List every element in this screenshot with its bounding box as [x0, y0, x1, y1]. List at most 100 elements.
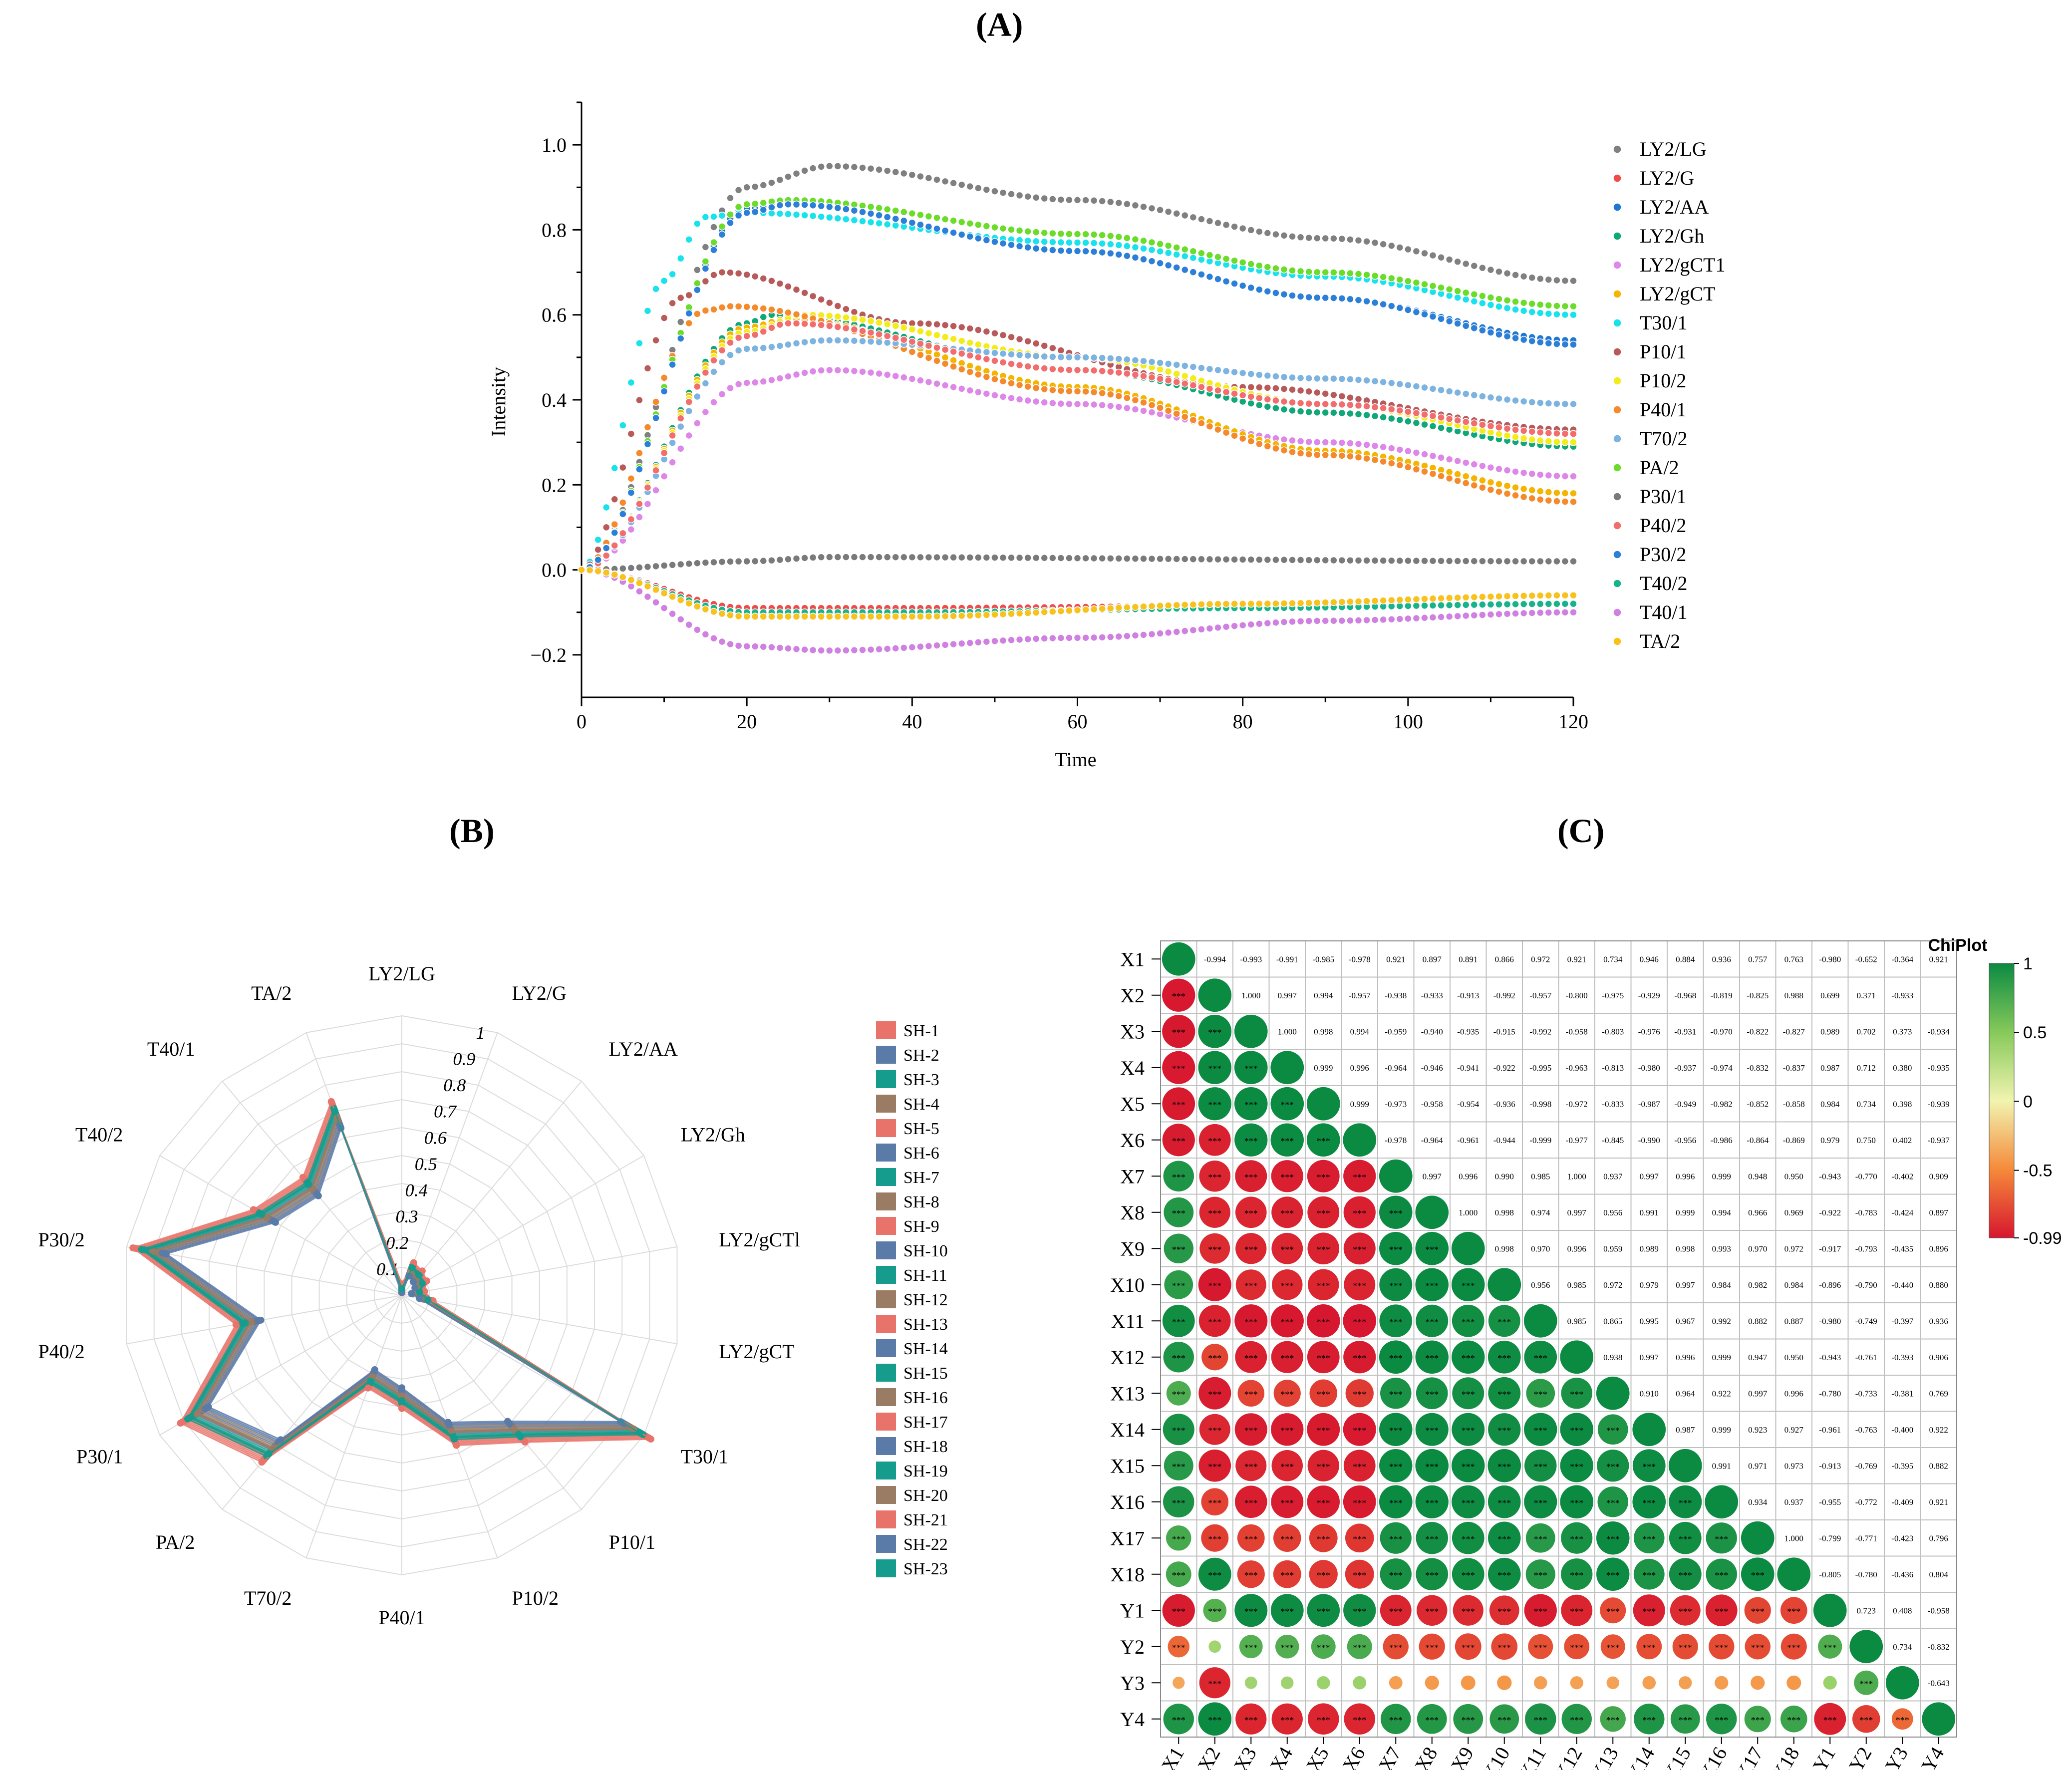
correlation-circle	[1525, 1523, 1555, 1553]
correlation-circle	[1343, 1413, 1376, 1446]
legend-marker	[1613, 376, 1622, 385]
radar-spoke	[159, 1155, 402, 1296]
correlation-value: -0.958	[1928, 1606, 1950, 1615]
data-point	[941, 381, 949, 389]
correlation-cell: ***	[1311, 1634, 1336, 1659]
data-point	[991, 349, 999, 357]
data-point	[776, 210, 784, 218]
data-point	[1148, 555, 1156, 563]
radar-legend-label: SH-19	[903, 1462, 948, 1480]
correlation-value: -0.858	[1783, 1099, 1805, 1109]
data-point	[1049, 344, 1057, 352]
data-point	[1437, 284, 1445, 292]
data-point	[1015, 381, 1024, 389]
correlation-circle	[1173, 1677, 1185, 1689]
correlation-value: 0.997	[1567, 1208, 1587, 1217]
data-point	[1503, 466, 1511, 475]
data-point	[842, 612, 850, 620]
data-point	[875, 166, 883, 174]
data-point	[1561, 599, 1569, 608]
radar-legend-swatch	[876, 1364, 896, 1382]
significance-mark: ***	[1280, 1208, 1294, 1218]
correlation-value: -0.400	[1891, 1425, 1913, 1435]
data-point	[1238, 599, 1247, 608]
correlation-value: -0.941	[1457, 1063, 1479, 1073]
data-point	[1065, 634, 1073, 642]
data-point	[1519, 335, 1528, 344]
data-point	[1387, 274, 1396, 283]
data-point	[643, 307, 652, 315]
data-point	[1371, 557, 1379, 565]
data-point	[1313, 400, 1321, 408]
correlation-cell: ***	[1271, 1160, 1303, 1192]
data-point	[1404, 381, 1412, 389]
data-point	[1247, 399, 1255, 407]
data-point	[602, 569, 610, 577]
data-point	[1553, 276, 1561, 285]
significance-mark: ***	[1208, 1244, 1221, 1254]
radar-axis-label: LY2/gCTl	[719, 1228, 800, 1251]
data-point	[1272, 599, 1280, 607]
data-point	[1263, 403, 1272, 411]
data-point	[1346, 452, 1354, 461]
series-P40/2	[578, 319, 1577, 574]
correlation-value: -0.999	[1529, 1136, 1551, 1145]
significance-mark: ***	[1280, 1534, 1294, 1544]
data-point	[602, 523, 610, 532]
legend-label: LY2/gCT	[1640, 283, 1716, 305]
correlation-circle	[1488, 1521, 1521, 1554]
data-point	[1346, 295, 1354, 303]
correlation-value: 0.996	[1567, 1244, 1586, 1253]
data-point	[1479, 326, 1486, 334]
radar-spoke	[126, 1246, 402, 1296]
data-point	[809, 292, 817, 300]
correlation-cell: ***	[1452, 1304, 1484, 1337]
correlation-value: -0.435	[1891, 1244, 1913, 1253]
correlation-circle	[1163, 1486, 1194, 1517]
radar-point	[142, 1246, 149, 1254]
data-point	[1445, 557, 1454, 565]
data-point	[1536, 557, 1544, 566]
data-point	[1098, 554, 1106, 563]
colorbar-tick-label: 0	[2023, 1092, 2033, 1111]
correlation-value: 0.997	[1640, 1172, 1659, 1181]
correlation-value: 0.763	[1784, 954, 1803, 964]
radar-legend-swatch	[876, 1192, 896, 1210]
data-point	[1313, 617, 1321, 625]
correlation-circle	[1199, 1196, 1230, 1228]
data-point	[1007, 226, 1015, 234]
data-point	[1098, 354, 1106, 362]
significance-mark: ***	[1208, 1136, 1221, 1146]
correlation-value: 0.994	[1350, 1027, 1370, 1036]
data-point	[734, 333, 743, 342]
correlation-value: 0.967	[1676, 1316, 1695, 1326]
data-point	[1305, 234, 1313, 242]
radar-legend-label: SH-1	[903, 1022, 939, 1040]
significance-mark: ***	[1606, 1426, 1620, 1436]
correlation-circle	[1306, 1087, 1340, 1121]
data-point	[1495, 600, 1503, 608]
radar-legend-label: SH-7	[903, 1169, 939, 1187]
significance-mark: ***	[1208, 1389, 1221, 1399]
data-point	[1189, 626, 1197, 634]
correlation-value: -0.958	[1421, 1099, 1443, 1109]
data-point	[883, 553, 891, 561]
data-point	[834, 646, 842, 655]
data-point	[1024, 635, 1032, 643]
column-label: X11	[1514, 1743, 1550, 1770]
data-point	[1479, 299, 1486, 307]
correlation-value: -0.943	[1819, 1172, 1841, 1181]
data-point	[1065, 400, 1073, 408]
significance-mark: ***	[1642, 1498, 1656, 1508]
data-point	[1462, 322, 1470, 330]
data-point	[1140, 398, 1148, 407]
data-point	[1338, 616, 1346, 625]
correlation-value: 0.994	[1314, 991, 1333, 1000]
data-point	[1222, 428, 1230, 437]
correlation-value: -0.780	[1819, 1389, 1841, 1398]
data-point	[966, 182, 974, 191]
data-point	[1263, 442, 1272, 450]
data-point	[991, 187, 999, 195]
data-point	[1247, 260, 1255, 268]
correlation-cell: ***	[1345, 1523, 1374, 1553]
